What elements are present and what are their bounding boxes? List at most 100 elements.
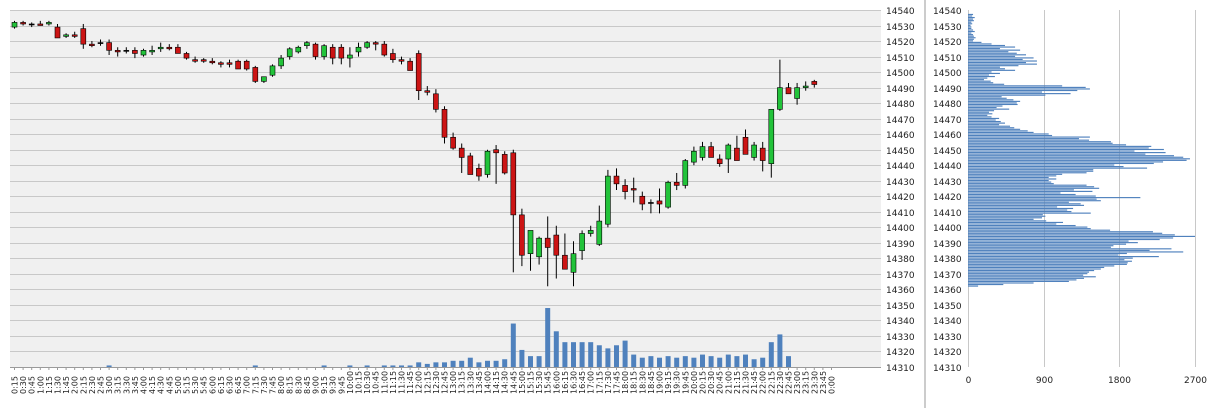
profile-price-tick-label: 14360: [933, 286, 962, 296]
price-tick-label: 14520: [886, 38, 915, 48]
profile-bar: [968, 21, 972, 23]
volume-bar: [596, 345, 602, 367]
candle-body: [648, 202, 654, 204]
volume-bar: [614, 345, 619, 367]
price-tick-label: 14460: [886, 131, 915, 141]
plot-area: [10, 10, 881, 367]
time-tick-label: 4:15: [148, 376, 157, 394]
volume-bar: [416, 362, 422, 367]
time-tick-label: 14:00: [484, 371, 493, 394]
profile-bar: [968, 103, 1018, 106]
candle-body: [407, 60, 413, 71]
volume-bar: [381, 365, 387, 367]
time-tick-label: 22:45: [785, 371, 794, 394]
profile-bar: [968, 18, 974, 20]
candle-body: [235, 60, 241, 70]
profile-bar: [968, 145, 1152, 147]
price-tick-label: 14420: [886, 193, 915, 203]
candle-body: [123, 50, 130, 52]
candle-body: [37, 23, 44, 26]
profile-bar: [968, 161, 1164, 163]
profile-bar: [968, 94, 1046, 96]
candle-body: [639, 195, 646, 205]
profile-bar: [968, 254, 1119, 256]
profile-bar: [968, 243, 1127, 245]
profile-bar: [968, 77, 988, 79]
profile-bar: [968, 108, 1010, 110]
profile-bar: [968, 107, 997, 109]
profile-bar: [968, 228, 1091, 230]
profile-bar: [968, 89, 1078, 92]
volume-bar: [476, 362, 482, 367]
time-tick-label: 20:15: [699, 371, 708, 394]
profile-bar: [968, 268, 1101, 270]
time-tick-label: 18:15: [630, 371, 639, 394]
profile-bar: [968, 32, 972, 34]
price-tick-label: 14470: [886, 116, 915, 126]
time-tick-label: 13:15: [458, 371, 467, 394]
profile-price-tick-label: 14330: [933, 333, 962, 343]
candle-body: [536, 237, 542, 258]
time-tick-label: 11:45: [406, 371, 415, 394]
profile-bar: [968, 178, 1057, 180]
profile-bar: [968, 263, 1127, 265]
time-tick-label: 13:30: [466, 371, 475, 394]
profile-bar: [968, 279, 1077, 281]
candle-body: [132, 50, 138, 54]
volume-bar: [579, 342, 585, 367]
profile-bar: [968, 207, 1074, 210]
volume-bar: [545, 308, 551, 367]
time-tick-label: 12:45: [441, 371, 450, 394]
time-tick-label: 4:00: [140, 376, 149, 394]
candle-body: [252, 67, 259, 82]
profile-bar: [968, 181, 1052, 183]
profile-bar: [968, 119, 996, 121]
volume-bar: [347, 365, 353, 367]
candle-body: [355, 46, 362, 53]
time-tick-label: 4:30: [157, 376, 166, 394]
profile-price-tick-label: 14380: [933, 255, 962, 265]
profile-bar: [968, 285, 979, 287]
time-tick-label: 14:45: [509, 371, 518, 394]
time-tick-label: 1:30: [54, 376, 63, 394]
time-tick-label: 12:30: [432, 371, 441, 394]
profile-bar: [968, 159, 1187, 161]
candle-body: [691, 150, 697, 163]
profile-bar: [968, 75, 995, 78]
candle-body: [28, 23, 35, 26]
profile-price-tick-label: 14410: [933, 209, 962, 219]
profile-price-tick-label: 14390: [933, 240, 962, 250]
candle-body: [682, 160, 689, 186]
candle-body: [562, 254, 568, 270]
candle-body: [519, 214, 525, 256]
time-tick-label: 23:00: [793, 371, 802, 394]
time-tick-label: 15:30: [535, 371, 544, 394]
profile-price-tick-label: 14490: [933, 85, 962, 95]
price-tick-label: 14490: [886, 85, 915, 95]
profile-price-tick-label: 14530: [933, 23, 962, 33]
profile-bar: [968, 127, 1015, 129]
profile-bar: [968, 274, 1084, 276]
profile-bar: [968, 179, 1049, 182]
profile-bar: [968, 197, 1141, 199]
profile-price-tick-label: 14370: [933, 271, 962, 281]
volume-bar: [725, 354, 731, 367]
time-tick-label: 16:30: [570, 371, 579, 394]
profile-bar: [968, 63, 1037, 65]
time-tick-label: 3:45: [131, 376, 140, 394]
profile-bar: [968, 72, 1000, 75]
volume-bar: [321, 365, 327, 367]
profile-bar: [968, 198, 1097, 200]
profile-bar: [968, 74, 990, 76]
time-tick-label: 12:15: [423, 371, 432, 394]
profile-bar: [968, 200, 1101, 202]
profile-bar: [968, 224, 1076, 227]
price-tick-label: 14320: [886, 348, 915, 358]
candle-body: [544, 237, 551, 248]
profile-bar: [968, 152, 1166, 154]
profile-bar: [968, 48, 1000, 50]
profile-price-tick-label: 14450: [933, 147, 962, 157]
volume-bar: [743, 354, 748, 367]
profile-bar: [968, 242, 1138, 244]
volume-bar: [674, 357, 680, 367]
